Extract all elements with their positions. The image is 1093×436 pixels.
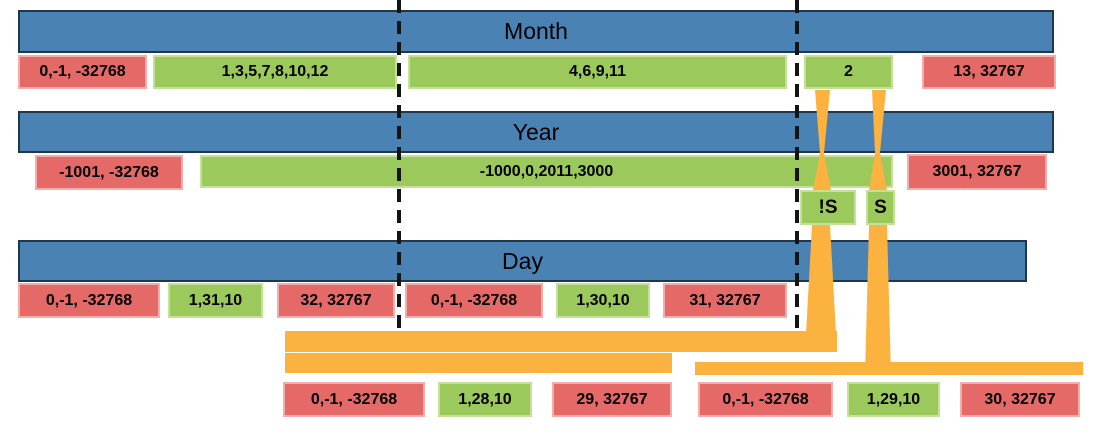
day-axis-bar: Day bbox=[18, 240, 1027, 282]
year-axis-bar: Year bbox=[18, 111, 1054, 153]
leap-year-flag-box: S bbox=[866, 190, 895, 225]
day30-partition-invalid-high: 31, 32767 bbox=[663, 283, 787, 318]
feb28-partition-invalid-high: 29, 32767 bbox=[552, 382, 672, 417]
feb29-partition-invalid-high: 30, 32767 bbox=[960, 382, 1080, 417]
year-partition-valid-range: -1000,0,2011,3000 bbox=[200, 155, 893, 188]
month-partition-invalid-low: 0,-1, -32768 bbox=[18, 55, 147, 89]
feb-leap-axis-bar bbox=[695, 362, 1083, 375]
day30-partition-valid: 1,30,10 bbox=[556, 283, 650, 318]
month-partition-31day-months: 1,3,5,7,8,10,12 bbox=[153, 55, 397, 89]
feb-nonleap-connector-bar bbox=[285, 331, 837, 352]
month-partition-february: 2 bbox=[804, 55, 893, 89]
month-partition-30day-months: 4,6,9,11 bbox=[408, 55, 787, 89]
non-leap-year-flag-box: !S bbox=[800, 190, 856, 225]
feb29-partition-valid: 1,29,10 bbox=[847, 382, 940, 417]
month-axis-bar: Month bbox=[18, 10, 1054, 53]
feb29-partition-invalid-low: 0,-1, -32768 bbox=[698, 382, 833, 417]
year-axis-title: Year bbox=[512, 118, 560, 145]
day-axis-title: Day bbox=[502, 247, 543, 274]
dashed-separator-line-right bbox=[795, 0, 799, 328]
month-axis-title: Month bbox=[504, 18, 568, 44]
feb28-partition-invalid-low: 0,-1, -32768 bbox=[283, 382, 425, 417]
feb28-partition-valid: 1,28,10 bbox=[438, 382, 532, 417]
month-partition-invalid-high: 13, 32767 bbox=[922, 55, 1056, 89]
dashed-separator-line-left bbox=[397, 0, 401, 330]
feb-nonleap-axis-bar bbox=[285, 353, 672, 373]
year-partition-invalid-high: 3001, 32767 bbox=[907, 154, 1047, 190]
day31-partition-invalid-low: 0,-1, -32768 bbox=[18, 283, 160, 318]
day31-partition-valid: 1,31,10 bbox=[168, 283, 263, 318]
day30-partition-invalid-low: 0,-1, -32768 bbox=[405, 283, 543, 318]
year-partition-invalid-low: -1001, -32768 bbox=[35, 155, 183, 190]
day31-partition-invalid-high: 32, 32767 bbox=[277, 283, 395, 318]
